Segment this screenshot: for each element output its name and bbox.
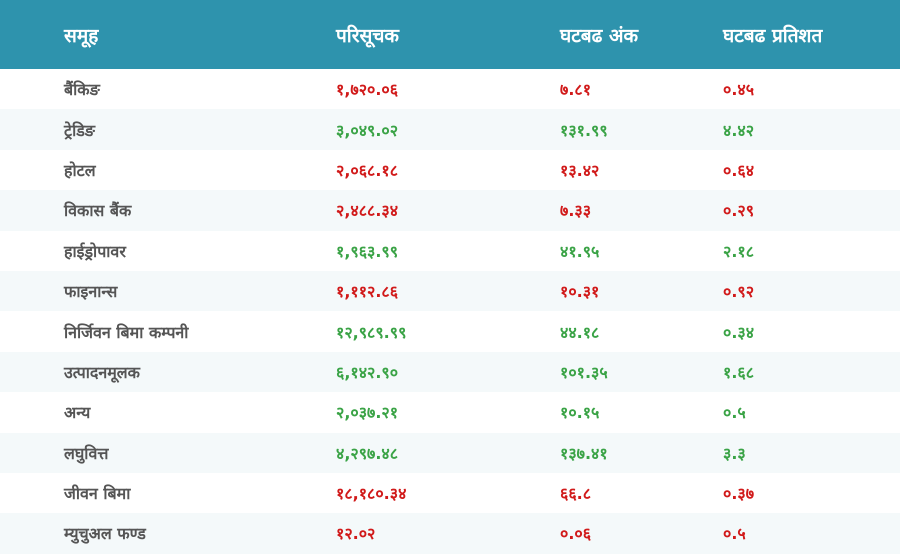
change-points: ६६.८ [560,484,592,504]
index-value: २,०६८.१८ [336,160,399,180]
table-row[interactable]: म्युचुअल फण्ड १२.०२ ०.०६ ०.५ [0,513,900,554]
change-percent: ०.३७ [723,484,755,504]
group-name: हाईड्रोपावर [64,241,126,261]
group-name: निर्जिवन बिमा कम्पनी [64,322,189,342]
change-points: ७.३३ [560,201,592,221]
index-value: ४,२९७.४८ [336,443,399,463]
change-percent: १.६८ [723,362,755,382]
group-name: विकास बैंक [64,201,132,221]
group-name: जीवन बिमा [64,484,131,504]
table-row[interactable]: निर्जिवन बिमा कम्पनी १२,९८९.९९ ४४.१८ ०.३… [0,311,900,351]
group-name: उत्पादनमूलक [64,362,140,382]
index-value: ३,०४९.०२ [336,120,399,140]
change-percent: ०.६४ [723,160,755,180]
change-points: ७.८१ [560,80,592,100]
index-value: २,०३७.२१ [336,403,399,423]
change-points: ४४.१८ [560,322,600,342]
index-value: १,९६३.९९ [336,241,399,261]
change-percent: ३.३ [723,443,746,463]
table-row[interactable]: जीवन बिमा १८,१८०.३४ ६६.८ ०.३७ [0,473,900,513]
change-points: १०.३१ [560,282,600,302]
index-value: १२.०२ [336,524,376,544]
group-name: लघुवित्त [64,443,109,463]
group-name: होटल [64,160,96,180]
index-value: २,४८८.३४ [336,201,399,221]
change-percent: ०.३४ [723,322,755,342]
table-row[interactable]: हाईड्रोपावर १,९६३.९९ ४१.९५ २.१८ [0,231,900,271]
table-header: समूह परिसूचक घटबढ अंक घटबढ प्रतिशत [0,0,900,69]
group-name: बैंकिङ [64,80,100,100]
change-points: १०१.३५ [560,362,608,382]
group-name: म्युचुअल फण्ड [64,524,146,544]
change-points: १०.१५ [560,403,600,423]
table-row[interactable]: बैंकिङ १,७२०.०६ ७.८१ ०.४५ [0,69,900,109]
change-percent: ०.५ [723,524,746,544]
table-row[interactable]: ट्रेडिङ ३,०४९.०२ १३१.९९ ४.४२ [0,109,900,150]
change-points: ०.०६ [560,524,592,544]
index-value: ६,१४२.९० [336,362,399,382]
change-percent: ०.९२ [723,282,755,302]
change-points: ४१.९५ [560,241,600,261]
change-percent: ४.४२ [723,120,755,140]
header-change-percent[interactable]: घटबढ प्रतिशत [723,24,823,47]
change-percent: २.१८ [723,241,755,261]
table-row[interactable]: होटल २,०६८.१८ १३.४२ ०.६४ [0,150,900,190]
change-percent: ०.२९ [723,201,755,221]
table-row[interactable]: विकास बैंक २,४८८.३४ ७.३३ ०.२९ [0,190,900,231]
change-points: १३७.४१ [560,443,608,463]
index-value: १,११२.८६ [336,282,399,302]
index-value: १८,१८०.३४ [336,484,407,504]
header-change-points[interactable]: घटबढ अंक [560,24,639,47]
group-name: ट्रेडिङ [64,120,95,140]
change-percent: ०.४५ [723,80,755,100]
group-name: फाइनान्स [64,282,118,302]
index-value: १२,९८९.९९ [336,322,407,342]
change-percent: ०.५ [723,403,746,423]
table-row[interactable]: अन्य २,०३७.२१ १०.१५ ०.५ [0,392,900,432]
header-group[interactable]: समूह [64,24,99,47]
header-index[interactable]: परिसूचक [336,24,399,47]
table-row[interactable]: लघुवित्त ४,२९७.४८ १३७.४१ ३.३ [0,432,900,473]
group-name: अन्य [64,403,91,423]
change-points: १३१.९९ [560,120,608,140]
index-value: १,७२०.०६ [336,80,399,100]
table-row[interactable]: फाइनान्स १,११२.८६ १०.३१ ०.९२ [0,270,900,312]
table-row[interactable]: उत्पादनमूलक ६,१४२.९० १०१.३५ १.६८ [0,351,900,393]
change-points: १३.४२ [560,160,600,180]
